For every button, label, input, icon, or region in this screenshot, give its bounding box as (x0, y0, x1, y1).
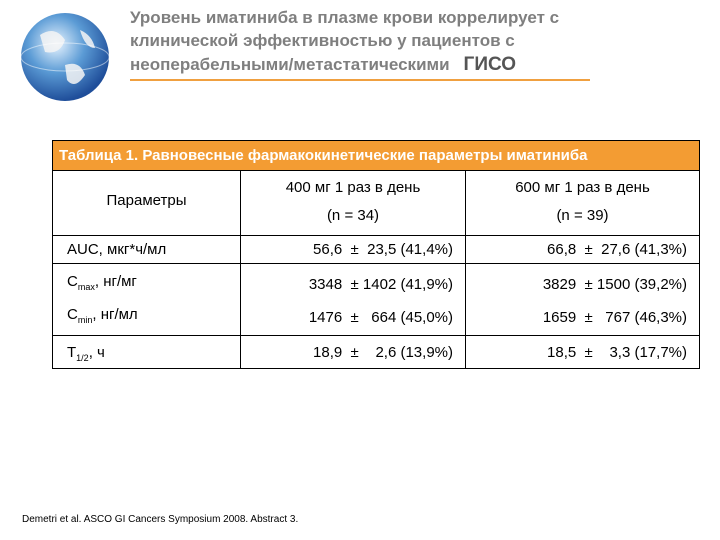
value-cell: 18,5 ± 3,3 (17,7%) (465, 335, 700, 369)
param-text: T1/2, ч (67, 344, 105, 363)
param-rest: , ч (88, 344, 105, 361)
param-text: Cmax, нг/мг (67, 273, 137, 292)
param-sub: min (77, 315, 93, 325)
param-sub: 1/2 (76, 353, 89, 363)
value-text: 18,5 ± 3,3 (17,7%) (547, 344, 687, 361)
header-cell: 600 мг 1 раз в день (n = 39) (465, 170, 700, 236)
param-rest: , нг/мл (92, 306, 138, 323)
header-cell: Параметры (52, 170, 241, 236)
param-cell: AUC, мкг*ч/мл (52, 235, 241, 264)
header-cell: 400 мг 1 раз в день (n = 34) (240, 170, 466, 236)
param-main: C (67, 306, 78, 323)
header-text: 600 мг 1 раз в день (515, 179, 650, 196)
value-text: 66,8 ± 27,6 (41,3%) (547, 241, 687, 258)
header-text: 400 мг 1 раз в день (285, 179, 421, 196)
value-text: 56,6 ± 23,5 (41,4%) (313, 241, 453, 258)
value-cell: 18,9 ± 2,6 (13,9%) (240, 335, 466, 369)
value-cell: 66,8 ± 27,6 (41,3%) (465, 235, 700, 264)
table-caption: Таблица 1. Равновесные фармакокинетическ… (52, 140, 700, 171)
param-main: C (67, 273, 78, 290)
title-underline (130, 79, 590, 81)
title-text: неоперабельными/метастатическими (130, 55, 450, 74)
caption-text: Таблица 1. Равновесные фармакокинетическ… (59, 147, 588, 164)
param-cell: Cmax, нг/мг Cmin, нг/мл (52, 263, 241, 336)
value-text: 1659 ± 767 (46,3%) (542, 309, 687, 326)
param-sub: max (77, 282, 95, 292)
param-text: AUC, мкг*ч/мл (67, 241, 167, 258)
header-n: (n = 39) (556, 207, 609, 224)
title-line: клинической эффективностью у пациентов с (130, 31, 515, 50)
value-cell: 3829 ± 1500 (39,2%) 1659 ± 767 (46,3%) (465, 263, 700, 336)
footnote: Demetri et al. ASCO GI Cancers Symposium… (22, 514, 299, 525)
param-cell: T1/2, ч (52, 335, 241, 369)
title-line: неоперабельными/метастатическими ГИСО (130, 54, 516, 76)
value-text: 1476 ± 664 (45,0%) (308, 309, 453, 326)
header-text: Параметры (106, 192, 187, 209)
title-emphasis: ГИСО (463, 54, 517, 75)
title-line: Уровень иматиниба в плазме крови коррели… (130, 8, 560, 27)
header-n: (n = 34) (326, 207, 380, 224)
value-text: 3348 ± 1402 (41,9%) (308, 276, 453, 293)
param-rest: , нг/мг (94, 273, 137, 290)
globe-icon (20, 13, 110, 101)
value-cell: 56,6 ± 23,5 (41,4%) (240, 235, 466, 264)
value-text: 18,9 ± 2,6 (13,9%) (313, 344, 453, 361)
value-text: 3829 ± 1500 (39,2%) (542, 276, 687, 293)
param-text: Cmin, нг/мл (67, 306, 138, 325)
value-cell: 3348 ± 1402 (41,9%) 1476 ± 664 (45,0%) (240, 263, 466, 336)
param-main: T (67, 344, 77, 361)
